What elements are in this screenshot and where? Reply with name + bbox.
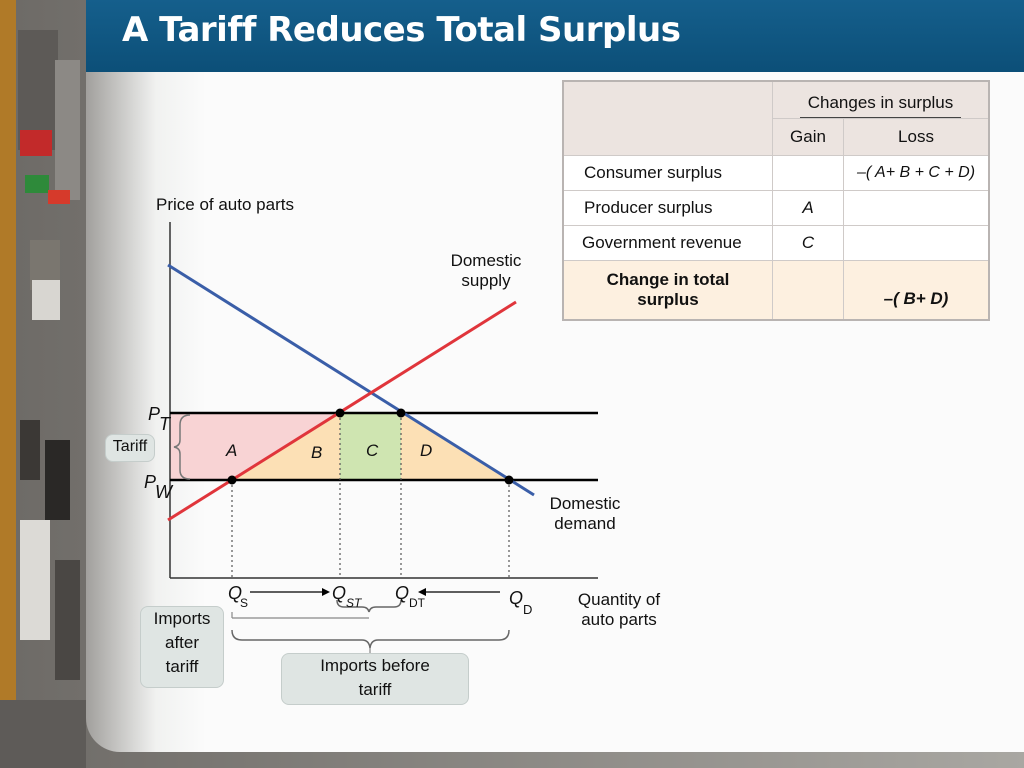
total-label-line1: Change in total	[606, 270, 730, 289]
demand-curve	[167, 263, 535, 497]
imports-before-tariff-label: Imports before tariff	[281, 653, 469, 705]
supply-curve-label: Domestic supply	[436, 251, 536, 291]
row-label: Government revenue	[562, 225, 773, 261]
qst-subscript: ST	[346, 596, 362, 610]
qs-subscript: S	[240, 596, 249, 610]
area-a-label: A	[226, 441, 238, 460]
row-gain	[772, 155, 844, 191]
table-row: Producer surplus A	[562, 190, 990, 226]
imports-before-line2: tariff	[358, 680, 392, 699]
changes-in-surplus-text: Changes in surplus	[799, 93, 962, 118]
loss-header: Loss	[843, 118, 990, 156]
qd-subscript: D	[523, 602, 533, 617]
total-row-loss: –( B+ D)	[843, 260, 990, 321]
total-row-gain	[772, 260, 844, 321]
qst-point	[335, 408, 345, 418]
imports-after-line2: after	[164, 633, 200, 652]
area-c	[340, 413, 401, 480]
x-axis-label: Quantity of auto parts	[556, 590, 682, 630]
row-loss: –( A+ B + C + D)	[843, 155, 990, 191]
row-gain: A	[772, 190, 844, 226]
row-label: Consumer surplus	[562, 155, 773, 191]
imports-after-line3: tariff	[165, 657, 199, 676]
qd-arrow-head	[418, 588, 426, 596]
x-axis-label-line1: Quantity of	[577, 590, 661, 609]
demand-curve-label: Domestic demand	[535, 494, 635, 534]
demand-label-line2: demand	[554, 514, 616, 533]
pw-subscript: W	[155, 482, 172, 502]
row-loss	[843, 190, 990, 226]
qdt-label: Q	[395, 583, 410, 603]
pt-label: P	[148, 404, 160, 425]
table-header-row: Changes in surplus	[562, 80, 990, 156]
table-row: Consumer surplus –( A+ B + C + D)	[562, 155, 990, 191]
demand-label-line1: Domestic	[549, 494, 621, 513]
qd-point	[504, 475, 514, 485]
qs-point	[227, 475, 237, 485]
row-loss	[843, 225, 990, 261]
pw-main: P	[144, 472, 157, 492]
y-axis-label: Price of auto parts	[156, 195, 294, 214]
pt-main: P	[148, 404, 161, 424]
imports-after-line1: Imports	[153, 609, 211, 628]
imports-before-line1: Imports before	[320, 656, 430, 675]
qst-label: Q	[332, 583, 347, 603]
title-bar	[86, 0, 1024, 72]
area-c-label: C	[366, 441, 379, 460]
row-label: Producer surplus	[562, 190, 773, 226]
area-d-label: D	[420, 441, 433, 460]
area-b-label: B	[311, 443, 323, 462]
x-axis-label-line2: auto parts	[581, 610, 657, 629]
qdt-subscript: DT	[409, 596, 425, 610]
qdt-point	[396, 408, 406, 418]
table-total-row: Change in total surplus –( B+ D)	[562, 260, 990, 321]
table-corner-cell	[562, 80, 773, 156]
imports-before-brace	[231, 629, 510, 649]
total-label-line2: surplus	[637, 290, 699, 309]
row-gain: C	[772, 225, 844, 261]
surplus-changes-table: Changes in surplus Gain Loss Consumer su…	[562, 80, 990, 321]
table-row: Government revenue C	[562, 225, 990, 261]
slide-title: A Tariff Reduces Total Surplus	[122, 10, 681, 50]
imports-after-tariff-label: Imports after tariff	[140, 606, 224, 688]
pw-label: P	[144, 472, 156, 493]
qs-label: Q	[228, 583, 243, 603]
tariff-brace	[173, 414, 191, 480]
qs-arrow-head	[322, 588, 330, 596]
supply-label-line2: supply	[461, 271, 511, 290]
imports-after-brace	[336, 599, 402, 613]
total-row-label: Change in total surplus	[562, 260, 773, 321]
qd-label: Q	[509, 588, 524, 608]
supply-label-line1: Domestic	[450, 251, 522, 270]
tariff-label: Tariff	[105, 434, 155, 462]
pt-subscript: T	[159, 414, 170, 434]
changes-in-surplus-header: Changes in surplus	[772, 80, 990, 119]
gain-header: Gain	[772, 118, 844, 156]
